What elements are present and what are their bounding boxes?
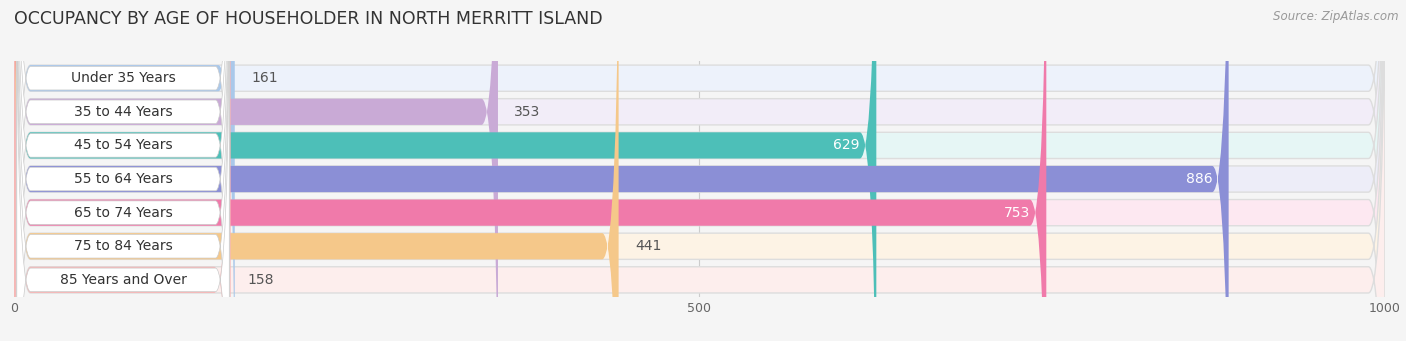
Bar	[14, 129, 1385, 162]
Bar	[14, 162, 1385, 196]
FancyBboxPatch shape	[14, 0, 1385, 341]
FancyBboxPatch shape	[17, 0, 229, 341]
FancyBboxPatch shape	[14, 0, 1385, 341]
Text: 161: 161	[252, 71, 278, 85]
Bar	[14, 61, 1385, 95]
FancyBboxPatch shape	[17, 0, 229, 341]
Text: 353: 353	[515, 105, 541, 119]
FancyBboxPatch shape	[14, 0, 498, 341]
Text: 886: 886	[1185, 172, 1212, 186]
Text: 65 to 74 Years: 65 to 74 Years	[73, 206, 173, 220]
FancyBboxPatch shape	[17, 0, 229, 341]
Bar	[14, 263, 1385, 297]
FancyBboxPatch shape	[14, 0, 1385, 341]
FancyBboxPatch shape	[17, 0, 229, 341]
Text: 158: 158	[247, 273, 274, 287]
Text: 629: 629	[834, 138, 860, 152]
FancyBboxPatch shape	[14, 0, 231, 341]
FancyBboxPatch shape	[14, 0, 619, 341]
Text: Under 35 Years: Under 35 Years	[70, 71, 176, 85]
FancyBboxPatch shape	[17, 0, 229, 341]
Bar	[14, 229, 1385, 263]
Text: 45 to 54 Years: 45 to 54 Years	[73, 138, 173, 152]
FancyBboxPatch shape	[14, 0, 1385, 341]
Text: 441: 441	[636, 239, 661, 253]
Text: Source: ZipAtlas.com: Source: ZipAtlas.com	[1274, 10, 1399, 23]
FancyBboxPatch shape	[14, 0, 235, 341]
FancyBboxPatch shape	[14, 0, 1385, 341]
FancyBboxPatch shape	[14, 0, 1229, 341]
FancyBboxPatch shape	[17, 0, 229, 341]
FancyBboxPatch shape	[14, 0, 1385, 341]
FancyBboxPatch shape	[14, 0, 876, 341]
FancyBboxPatch shape	[17, 0, 229, 341]
Text: 55 to 64 Years: 55 to 64 Years	[73, 172, 173, 186]
Text: 75 to 84 Years: 75 to 84 Years	[73, 239, 173, 253]
Bar	[14, 95, 1385, 129]
FancyBboxPatch shape	[14, 0, 1046, 341]
FancyBboxPatch shape	[14, 0, 1385, 341]
Text: 35 to 44 Years: 35 to 44 Years	[73, 105, 173, 119]
Text: 85 Years and Over: 85 Years and Over	[59, 273, 187, 287]
Text: OCCUPANCY BY AGE OF HOUSEHOLDER IN NORTH MERRITT ISLAND: OCCUPANCY BY AGE OF HOUSEHOLDER IN NORTH…	[14, 10, 603, 28]
Text: 753: 753	[1004, 206, 1029, 220]
Bar	[14, 196, 1385, 229]
